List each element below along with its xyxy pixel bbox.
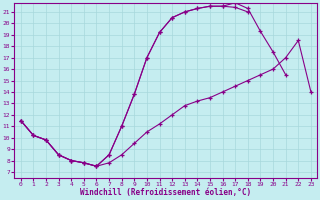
X-axis label: Windchill (Refroidissement éolien,°C): Windchill (Refroidissement éolien,°C) (80, 188, 252, 197)
